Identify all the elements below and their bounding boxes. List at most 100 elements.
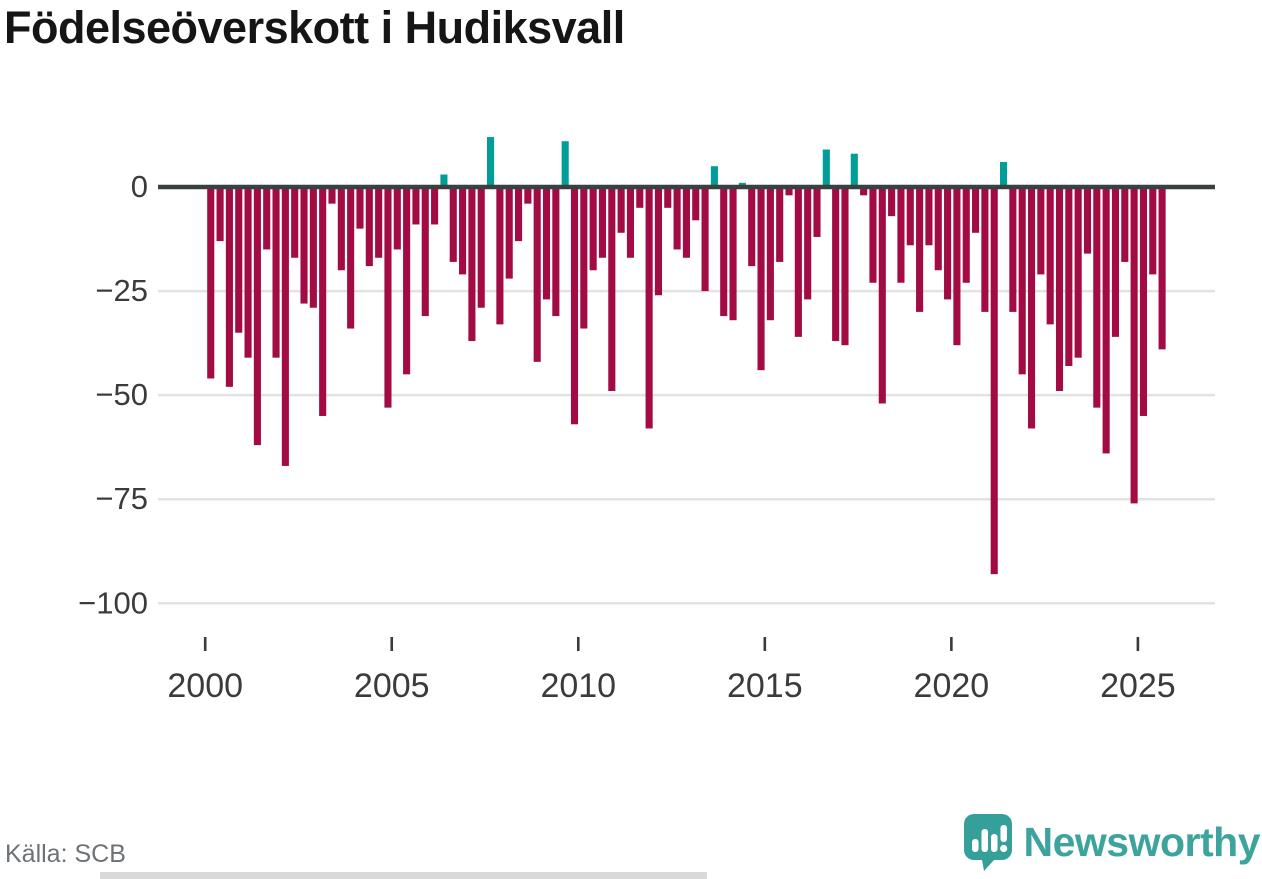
bar-2015-Q3 — [785, 187, 793, 196]
bar-2020-Q4 — [981, 187, 989, 312]
bar-2024-Q4 — [1130, 187, 1138, 504]
bar-2018-Q4 — [906, 187, 914, 246]
bar-2010-Q2 — [589, 187, 597, 271]
bar-2007-Q4 — [496, 187, 504, 325]
bar-2023-Q3 — [1083, 187, 1092, 254]
bar-2005-Q2 — [403, 187, 411, 375]
bar-2019-Q3 — [934, 187, 942, 271]
bar-2011-Q4 — [645, 187, 653, 429]
bar-2003-Q2 — [328, 187, 336, 204]
bar-2003-Q4 — [347, 187, 355, 329]
bar-2017-Q1 — [841, 187, 849, 346]
bar-2016-Q1 — [804, 187, 812, 300]
x-axis-label-2005: 2005 — [354, 667, 430, 705]
bar-2019-Q2 — [925, 187, 933, 246]
newsworthy-logo[interactable]: Newsworthy — [962, 812, 1261, 872]
x-axis-label-2020: 2020 — [914, 667, 990, 705]
bar-2021-Q3 — [1009, 187, 1017, 312]
bar-2005-Q1 — [393, 187, 401, 250]
bar-2011-Q3 — [636, 187, 644, 208]
bar-2005-Q4 — [421, 187, 429, 317]
bar-2008-Q2 — [514, 187, 523, 242]
y-axis-label--100: −100 — [78, 585, 148, 620]
bar-2012-Q1 — [654, 187, 662, 296]
bar-2021-Q2 — [999, 162, 1008, 187]
bar-chart-speech-bubble-icon — [963, 814, 1012, 871]
bar-2002-Q1 — [281, 187, 289, 466]
bar-2013-Q1 — [692, 187, 700, 221]
bar-2008-Q4 — [533, 187, 541, 362]
bar-2000-Q3 — [225, 187, 233, 387]
bar-2009-Q4 — [570, 187, 579, 425]
bar-2022-Q3 — [1046, 187, 1054, 325]
page-title: Födelseöverskott i Hudiksvall — [4, 2, 625, 53]
birth-surplus-bar-chart: 0 −25 −50 −75 −100 2000 2005 2010 2015 2020 2025 — [78, 137, 1215, 705]
bar-2002-Q2 — [291, 187, 299, 258]
bar-2009-Q1 — [542, 187, 551, 300]
bar-2019-Q1 — [916, 187, 924, 312]
bar-2001-Q4 — [272, 187, 280, 358]
bar-2004-Q1 — [356, 187, 364, 229]
bar-2000-Q1 — [207, 187, 215, 379]
bar-2013-Q4 — [720, 187, 728, 317]
bar-2009-Q2 — [552, 187, 560, 317]
bar-2012-Q2 — [664, 187, 672, 208]
bar-2020-Q3 — [972, 187, 980, 233]
bar-2007-Q2 — [477, 187, 485, 308]
bar-2009-Q3 — [561, 141, 569, 187]
bar-2020-Q1 — [953, 187, 961, 346]
bar-2016-Q4 — [832, 187, 840, 342]
bar-2001-Q3 — [263, 187, 271, 250]
bar-2007-Q1 — [468, 187, 476, 342]
bar-2019-Q4 — [944, 187, 952, 300]
bar-2017-Q3 — [860, 187, 868, 196]
bar-2011-Q1 — [617, 187, 625, 233]
bar-2023-Q2 — [1074, 187, 1082, 358]
bar-2017-Q2 — [850, 153, 858, 187]
bar-2012-Q3 — [673, 187, 681, 250]
bar-2016-Q3 — [822, 149, 830, 187]
bar-2017-Q4 — [869, 187, 877, 283]
bar-2003-Q1 — [319, 187, 327, 416]
bar-2002-Q4 — [309, 187, 317, 308]
bar-2025-Q3 — [1158, 187, 1166, 350]
bar-2006-Q2 — [440, 174, 448, 187]
brand-wordmark: Newsworthy — [1023, 818, 1261, 865]
bar-2015-Q1 — [766, 187, 774, 321]
bar-2004-Q3 — [375, 187, 383, 258]
bar-2018-Q1 — [878, 187, 886, 404]
bar-2010-Q3 — [598, 187, 607, 258]
bar-2023-Q4 — [1093, 187, 1101, 408]
bar-2004-Q4 — [384, 187, 392, 408]
bar-2014-Q4 — [757, 187, 765, 371]
bar-2013-Q2 — [701, 187, 709, 292]
y-axis-label--75: −75 — [95, 481, 148, 516]
bar-2003-Q3 — [337, 187, 345, 271]
bar-2016-Q2 — [813, 187, 821, 237]
bar-2006-Q1 — [431, 187, 439, 225]
bar-2022-Q4 — [1055, 187, 1064, 391]
bar-2025-Q2 — [1149, 187, 1157, 275]
bar-2006-Q3 — [449, 187, 457, 262]
bar-2008-Q1 — [505, 187, 513, 279]
x-axis-label-2010: 2010 — [540, 667, 616, 705]
bar-2025-Q1 — [1139, 187, 1147, 416]
bar-2004-Q2 — [365, 187, 373, 267]
bar-2015-Q4 — [794, 187, 802, 337]
bar-2018-Q3 — [897, 187, 905, 283]
bar-2006-Q4 — [459, 187, 467, 275]
bar-2022-Q2 — [1037, 187, 1045, 275]
x-axis-label-2000: 2000 — [167, 667, 243, 705]
bar-2000-Q2 — [216, 187, 224, 242]
bar-2005-Q3 — [412, 187, 420, 225]
bar-2024-Q2 — [1111, 187, 1120, 337]
y-axis-label-0: 0 — [131, 169, 148, 204]
bar-2007-Q3 — [487, 137, 495, 187]
y-axis-label--50: −50 — [95, 377, 148, 412]
source-note: Källa: SCB — [5, 840, 126, 868]
bar-2022-Q1 — [1027, 187, 1036, 429]
bar-2014-Q3 — [748, 187, 756, 267]
bar-2021-Q4 — [1018, 187, 1026, 375]
bar-2015-Q2 — [776, 187, 784, 262]
